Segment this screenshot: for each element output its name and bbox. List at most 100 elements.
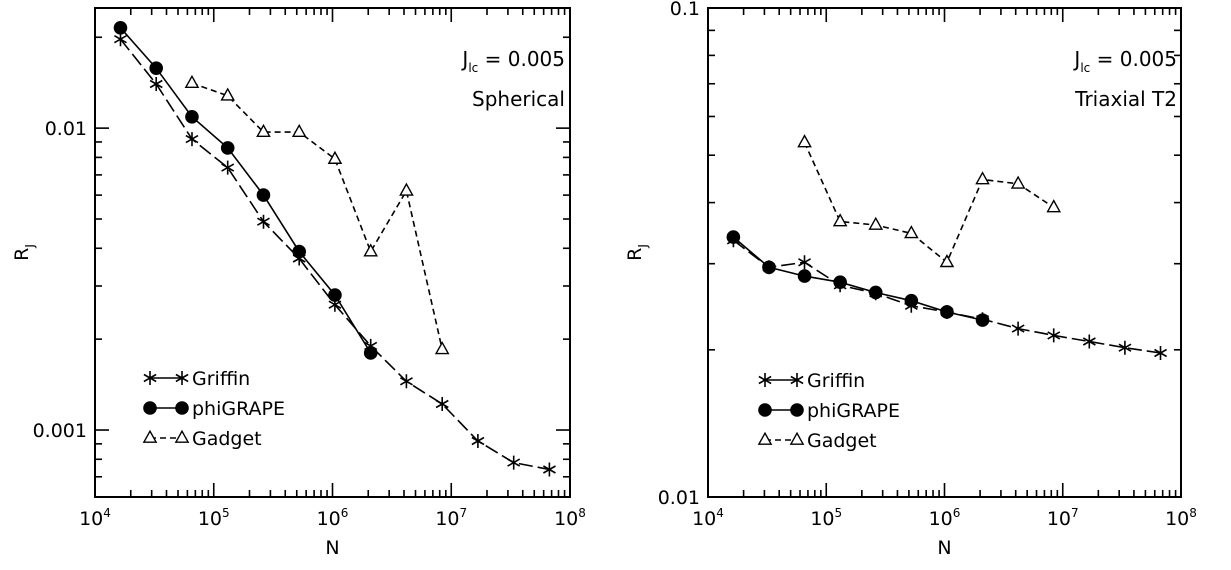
legend-entry-griffin: Griffin — [758, 370, 865, 392]
point-phigrape — [868, 285, 883, 300]
point-gadget — [434, 341, 450, 355]
point-griffin — [1047, 328, 1061, 343]
point-griffin — [1082, 334, 1096, 349]
legend-marker-phigrape — [790, 403, 804, 417]
point-gadget — [832, 213, 848, 227]
y-tick-label: 0.01 — [45, 118, 87, 140]
x-axis-label: N — [937, 537, 951, 559]
y-tick-label: 0.01 — [658, 487, 700, 509]
series-griffin — [726, 233, 1168, 360]
legend-entry-phigrape: phiGRAPE — [758, 400, 900, 422]
annotation-jlc: Jlc = 0.005 — [1072, 47, 1177, 75]
x-tick-label: 106 — [317, 506, 349, 530]
x-tick-label: 104 — [692, 506, 724, 530]
x-tick-label: 107 — [435, 506, 467, 530]
legend-marker-gadget — [174, 429, 190, 443]
point-gadget — [399, 182, 414, 196]
point-gadget — [291, 123, 307, 138]
point-griffin — [399, 374, 413, 389]
point-griffin — [221, 160, 235, 175]
y-axis-label: RJ — [624, 244, 650, 261]
point-griffin — [256, 214, 270, 229]
point-phigrape — [833, 275, 847, 289]
point-phigrape — [797, 269, 812, 283]
series-phigrape — [726, 230, 990, 327]
x-tick-label: 105 — [810, 506, 842, 530]
legend-marker-phigrape — [143, 401, 157, 415]
point-phigrape — [726, 230, 741, 244]
legend-label-gadget: Gadget — [192, 428, 262, 450]
point-griffin — [542, 462, 556, 477]
point-phigrape — [904, 293, 919, 308]
annotation-model: Triaxial T2 — [1074, 87, 1177, 111]
legend-entry-phigrape: phiGRAPE — [143, 398, 285, 420]
legend-entry-gadget: Gadget — [142, 428, 262, 450]
point-gadget — [939, 254, 955, 268]
annotation-jlc: Jlc = 0.005 — [460, 47, 565, 75]
point-gadget — [220, 87, 236, 101]
point-griffin — [1011, 321, 1025, 336]
series-line-gadget — [803, 142, 1055, 264]
point-gadget — [184, 74, 200, 89]
x-tick-label: 106 — [929, 506, 961, 530]
y-tick-label: 0.1 — [670, 0, 700, 20]
x-tick-label: 104 — [79, 506, 111, 530]
point-phigrape — [940, 305, 954, 319]
point-gadget — [797, 134, 812, 148]
x-axis-label: N — [325, 537, 339, 559]
point-phigrape — [975, 313, 990, 327]
point-griffin — [185, 132, 199, 147]
x-tick-label: 105 — [198, 506, 230, 530]
y-axis-label: RJ — [11, 244, 37, 261]
series-phigrape — [113, 20, 378, 360]
legend-marker-griffin — [758, 373, 772, 387]
series-griffin — [113, 32, 556, 477]
point-gadget — [868, 216, 884, 230]
point-phigrape — [292, 244, 306, 259]
point-phigrape — [113, 20, 128, 35]
point-phigrape — [762, 260, 776, 275]
point-griffin — [1118, 340, 1132, 355]
legend-marker-griffin — [175, 371, 189, 385]
series-line-gadget — [191, 82, 443, 350]
series-gadget — [797, 134, 1062, 268]
point-phigrape — [149, 61, 164, 75]
legend-label-griffin: Griffin — [192, 368, 250, 390]
panel-spherical: 104 105 106 107 108 0.01 0.001 N RJ Jlc = 0.005 Sp… — [11, 7, 586, 559]
point-phigrape — [220, 141, 235, 155]
y-tick-label: 0.001 — [33, 420, 87, 442]
point-gadget — [363, 243, 379, 257]
point-phigrape — [185, 110, 199, 124]
point-gadget — [975, 171, 990, 185]
point-gadget — [327, 150, 343, 164]
point-phigrape — [328, 288, 342, 302]
x-tick-label: 108 — [554, 506, 586, 530]
legend-marker-griffin — [790, 373, 804, 387]
series-gadget — [184, 74, 450, 355]
x-tick-label: 108 — [1165, 506, 1197, 530]
point-phigrape — [256, 188, 271, 202]
point-griffin — [798, 255, 812, 270]
point-phigrape — [363, 346, 378, 360]
point-griffin — [507, 455, 521, 470]
x-tick-label: 107 — [1047, 506, 1079, 530]
legend-label-griffin: Griffin — [807, 370, 865, 392]
point-griffin — [471, 434, 485, 448]
point-gadget — [256, 123, 271, 138]
legend-marker-gadget — [142, 429, 158, 443]
point-griffin — [149, 77, 163, 91]
point-gadget — [904, 225, 919, 239]
point-gadget — [1010, 175, 1026, 189]
legend-label-phigrape: phiGRAPE — [807, 400, 900, 422]
legend-marker-phigrape — [758, 403, 772, 417]
point-griffin — [435, 397, 449, 411]
legend-label-phigrape: phiGRAPE — [192, 398, 285, 420]
legend-marker-griffin — [143, 371, 157, 385]
panel-triaxial: 104 105 106 107 108 0.1 0.01 N RJ Jlc = 0.005 Tria… — [624, 0, 1197, 559]
annotation-model: Spherical — [472, 87, 565, 111]
legend-entry-griffin: Griffin — [143, 368, 250, 390]
plot-frame — [707, 7, 1182, 498]
legend-label-gadget: Gadget — [807, 430, 877, 452]
legend-marker-phigrape — [175, 401, 189, 415]
